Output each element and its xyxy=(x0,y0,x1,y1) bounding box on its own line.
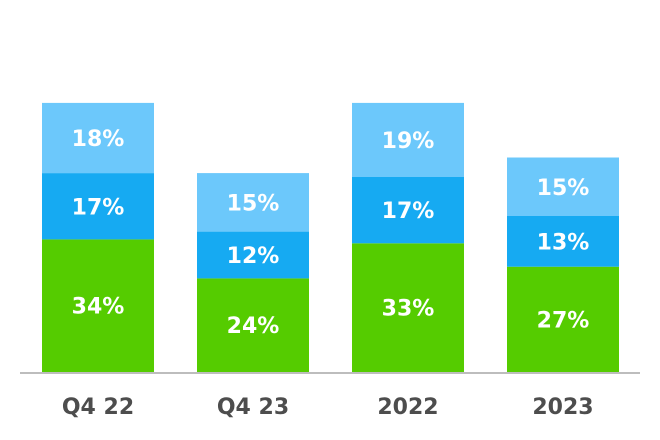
data-label-3-2: 15% xyxy=(537,176,590,201)
bar-segment-2-0 xyxy=(352,243,464,372)
bar-segment-1-1 xyxy=(197,231,309,279)
category-label-3: 2023 xyxy=(532,395,593,420)
category-labels-group: Q4 22 Q4 23 2022 2023 xyxy=(62,395,594,420)
category-label-0: Q4 22 xyxy=(62,395,134,420)
data-label-0-1: 17% xyxy=(72,195,125,220)
segment-labels-group: 34% 17% 18% 24% 12% 15% 33% 17% 19% 27% 13% 15% xyxy=(72,127,590,339)
data-label-1-1: 12% xyxy=(227,244,280,269)
bar-segment-0-1 xyxy=(42,173,154,240)
category-label-1: Q4 23 xyxy=(217,395,289,420)
bar-segment-2-1 xyxy=(352,177,464,244)
data-label-2-2: 19% xyxy=(382,129,435,154)
category-label-2: 2022 xyxy=(377,395,438,420)
data-label-0-0: 34% xyxy=(72,295,125,320)
data-label-2-1: 17% xyxy=(382,199,435,224)
data-label-3-0: 27% xyxy=(537,308,590,333)
bar-segment-0-0 xyxy=(42,239,154,372)
bars-group xyxy=(42,102,619,372)
bar-segment-0-2 xyxy=(42,102,154,174)
bar-segment-3-0 xyxy=(507,266,619,372)
data-label-2-0: 33% xyxy=(382,297,435,322)
bar-segment-3-2 xyxy=(507,157,619,216)
bar-segment-3-1 xyxy=(507,216,619,267)
bar-segment-1-2 xyxy=(197,173,309,232)
bar-segment-1-0 xyxy=(197,278,309,372)
data-label-3-1: 13% xyxy=(537,230,590,255)
data-label-1-0: 24% xyxy=(227,314,280,339)
data-label-0-2: 18% xyxy=(72,127,125,152)
data-label-1-2: 15% xyxy=(227,191,280,216)
bar-segment-2-2 xyxy=(352,102,464,177)
